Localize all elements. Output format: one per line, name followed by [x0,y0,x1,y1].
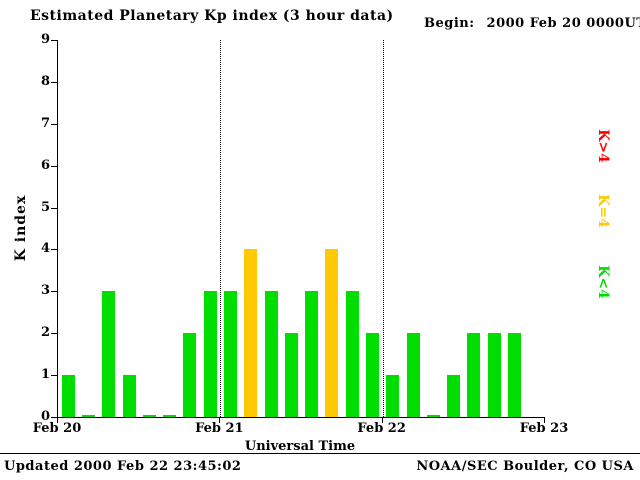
y-tick-mark [51,249,57,251]
kp-bar [487,333,501,417]
x-tick-mark [544,418,545,423]
y-tick-mark [51,40,57,41]
x-tick-label: Feb 22 [357,421,406,436]
kp-bar [223,291,237,417]
kp-bar [508,333,522,417]
x-tick-label: Feb 20 [32,421,82,436]
plot-area [57,40,545,418]
kp-bar [386,375,400,417]
y-tick-label: 9 [40,32,50,47]
y-tick-mark [51,417,57,418]
y-tick-mark [51,375,57,377]
chart-title: Estimated Planetary Kp index (3 hour dat… [30,8,394,24]
kp-bar [447,375,461,417]
legend-k-lt-4: K<4 [595,265,611,299]
kp-bar [264,291,278,417]
kp-bar [305,291,319,417]
kp-bar [183,333,197,417]
kp-bar [467,333,481,417]
day-boundary-gridline [382,40,384,417]
x-tick-label: Feb 21 [195,421,244,436]
kp-bar [61,375,75,417]
x-tick-mark [381,418,383,423]
x-tick-label: Feb 23 [519,421,569,436]
updated-timestamp: Updated 2000 Feb 22 23:45:02 [4,459,242,474]
y-tick-mark [51,165,57,167]
kp-bar [81,415,95,417]
kp-bar [122,375,136,417]
x-axis-label: Universal Time [244,439,356,454]
y-axis-label: K index [13,194,29,262]
kp-bar [142,415,156,417]
y-tick-label: 0 [40,409,50,424]
kp-bar [163,415,177,417]
kp-bar [284,333,298,417]
day-boundary-gridline [220,40,222,417]
y-tick-label: 1 [40,367,50,383]
x-tick-mark [57,418,58,423]
y-tick-mark [51,333,57,335]
y-tick-mark [51,123,57,125]
kp-bar [345,291,359,417]
kp-bar [244,249,258,417]
x-tick-mark [219,418,221,423]
legend-k-gt-4: K>4 [595,129,611,163]
legend-k-eq-4: K=4 [595,194,611,228]
y-tick-label: 7 [40,115,50,131]
begin-datetime: Begin: 2000 Feb 20 0000UT [424,16,640,31]
kp-bar [426,415,440,417]
y-tick-label: 6 [40,157,50,173]
y-tick-label: 5 [40,199,50,215]
kp-bar [203,291,217,417]
source-attribution: NOAA/SEC Boulder, CO USA [416,459,634,474]
y-tick-label: 4 [40,241,50,257]
y-tick-mark [51,291,57,293]
kp-bar [325,249,339,417]
kp-bar [406,333,420,417]
y-tick-mark [51,81,57,83]
y-tick-label: 8 [40,73,50,89]
y-tick-mark [51,207,57,209]
footer-divider [0,453,640,454]
begin-label: Begin: [424,16,475,31]
begin-value: 2000 Feb 20 0000UT [486,16,640,31]
kp-bar [102,291,116,417]
y-tick-label: 2 [40,325,50,341]
kp-bar [366,333,380,417]
y-tick-label: 3 [40,283,50,299]
